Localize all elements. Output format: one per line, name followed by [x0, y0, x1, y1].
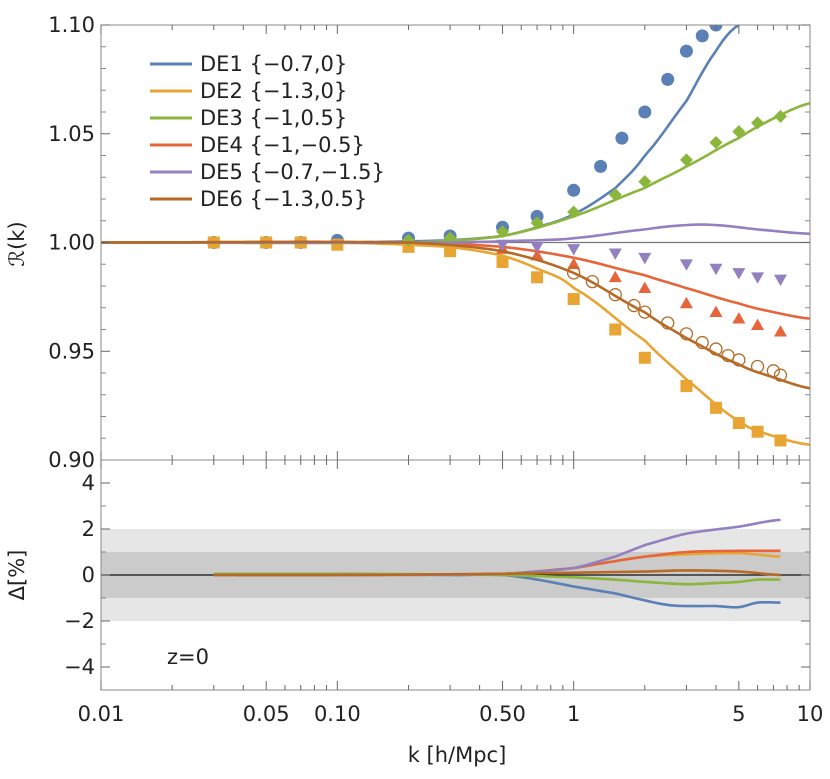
- data-point-de5: [530, 241, 544, 254]
- data-point-de3: [608, 188, 622, 202]
- y-tick-label: 0: [82, 563, 95, 587]
- top-y-axis-title: ℛ(k): [5, 221, 29, 266]
- data-point-de2: [709, 401, 722, 414]
- data-point-de4: [773, 325, 787, 337]
- data-point-de2: [331, 238, 344, 251]
- legend-label-de3: DE3 {−1,0.5}: [200, 106, 347, 130]
- data-point-de3: [773, 109, 787, 123]
- data-point-de6: [773, 368, 788, 382]
- x-tick-label: 10: [797, 702, 824, 726]
- data-point-de4: [732, 312, 746, 324]
- data-point-de6: [732, 353, 746, 367]
- data-point-de4: [638, 281, 652, 294]
- data-point-de4: [679, 296, 693, 309]
- x-tick-label: 5: [732, 702, 745, 726]
- difference-series-group: [213, 518, 781, 609]
- data-point-de3: [751, 116, 765, 130]
- data-point-de6: [661, 316, 675, 330]
- legend-label-de4: DE4 {−1,−0.5}: [200, 133, 365, 157]
- data-point-de2: [496, 256, 509, 269]
- data-point-de6: [750, 359, 765, 374]
- data-point-de3: [638, 175, 652, 189]
- data-point-de2: [609, 323, 622, 336]
- data-point-de4: [709, 305, 723, 317]
- data-point-de3: [567, 205, 581, 219]
- legend-label-de6: DE6 {−1.3,0.5}: [200, 187, 367, 211]
- data-point-de2: [751, 425, 764, 438]
- data-point-de3: [679, 153, 693, 167]
- data-point-de6: [766, 364, 781, 378]
- data-point-de4: [751, 318, 765, 331]
- ratio-curve-de2: [101, 240, 810, 447]
- data-point-de1: [615, 131, 629, 145]
- ratio-series-group: [101, 25, 810, 447]
- bottom-y-axis-title: Δ[%]: [5, 550, 29, 601]
- data-point-de5: [679, 259, 693, 271]
- data-point-de3: [709, 135, 723, 149]
- data-point-de3: [530, 216, 544, 230]
- data-point-de1: [679, 44, 693, 58]
- data-point-de6: [627, 298, 641, 313]
- redshift-annotation: z=0: [167, 645, 209, 669]
- legend-label-de1: DE1 {−0.7,0}: [200, 52, 347, 76]
- x-tick-label: 1: [567, 702, 580, 726]
- data-point-de6: [638, 305, 652, 319]
- data-point-de4: [608, 270, 622, 283]
- y-tick-label: 0.90: [48, 448, 95, 472]
- ratio-curve-de1: [101, 25, 740, 244]
- data-point-de5: [496, 239, 510, 252]
- ratio-curve-de6: [101, 240, 810, 390]
- x-tick-label: 0.10: [314, 702, 361, 726]
- data-point-de1: [638, 105, 652, 119]
- legend: DE1 {−0.7,0} DE2 {−1.3,0} DE3 {−1,0.5} DE4 …: [150, 52, 385, 211]
- data-point-de6: [679, 327, 694, 341]
- data-point-de5: [709, 263, 723, 276]
- x-tick-label: 0.50: [479, 702, 526, 726]
- data-point-de6: [585, 274, 600, 289]
- data-point-de3: [732, 125, 746, 139]
- data-point-de1: [530, 209, 544, 223]
- data-point-de5: [732, 268, 746, 280]
- data-point-de5: [751, 272, 765, 284]
- data-point-de1: [594, 159, 608, 173]
- data-point-de2: [567, 293, 580, 306]
- data-point-de5: [567, 244, 581, 256]
- ratio-panel: 0.90 0.95 1.00 1.05 1.10 DE1 {−0.7,0} DE2 {−1.…: [48, 13, 811, 472]
- data-point-de6: [695, 335, 709, 350]
- data-point-de2: [444, 245, 457, 258]
- data-point-de2: [774, 434, 787, 447]
- data-point-de5: [638, 252, 652, 265]
- y-tick-label: 2: [82, 517, 95, 541]
- x-axis-title: k [h/Mpc]: [408, 743, 507, 767]
- legend-label-de5: DE5 {−0.7,−1.5}: [200, 160, 385, 184]
- data-point-de6: [709, 342, 723, 356]
- x-tick-label: 0.01: [78, 702, 125, 726]
- data-point-de1: [695, 29, 709, 43]
- data-point-de1: [567, 183, 581, 197]
- y-tick-label: −2: [64, 609, 95, 633]
- y-tick-label: 0.95: [48, 339, 95, 363]
- data-point-de5: [608, 248, 622, 260]
- data-point-de2: [531, 271, 544, 284]
- data-point-de4: [567, 257, 581, 270]
- data-point-de3: [496, 225, 510, 239]
- data-point-de6: [567, 266, 581, 280]
- x-tick-label: 0.05: [243, 702, 290, 726]
- y-tick-label: 1.00: [48, 231, 95, 255]
- data-point-de6: [608, 288, 622, 302]
- y-tick-label: 1.10: [48, 13, 95, 37]
- data-point-de2: [732, 417, 745, 430]
- legend-label-de2: DE2 {−1.3,0}: [200, 79, 347, 103]
- data-point-de2: [680, 380, 693, 393]
- y-tick-label: −4: [64, 655, 95, 679]
- data-point-de2: [638, 351, 651, 364]
- y-tick-label: 4: [82, 471, 95, 495]
- difference-curve-de6: [213, 569, 781, 577]
- data-point-de1: [661, 72, 675, 86]
- y-tick-label: 1.05: [48, 122, 95, 146]
- data-point-de5: [773, 274, 787, 286]
- difference-panel: 0.01 0.05 0.10 0.50 1 5 10 −4 −2 0 2 4 z=0: [64, 459, 824, 726]
